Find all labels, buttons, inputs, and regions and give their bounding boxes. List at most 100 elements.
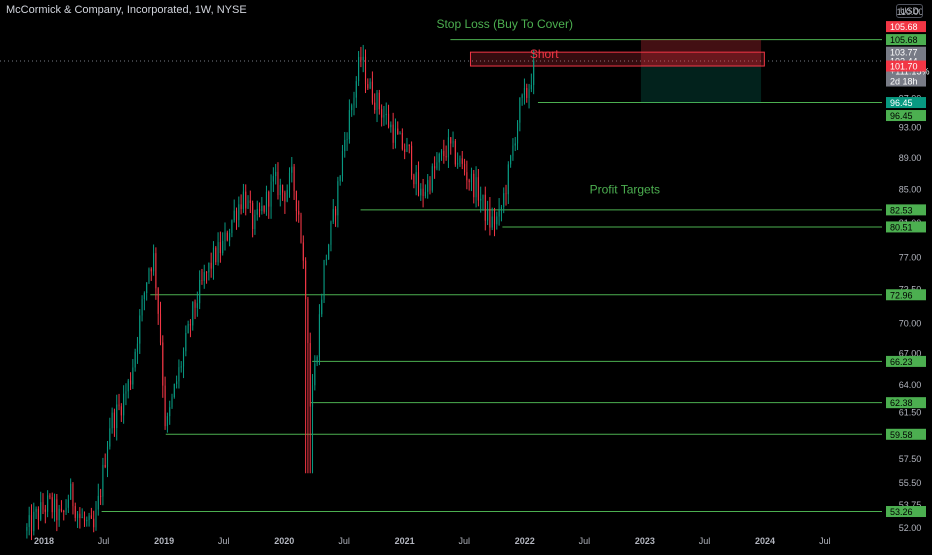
candle-body[interactable] bbox=[79, 513, 81, 518]
candle-body[interactable] bbox=[240, 204, 242, 209]
candle-body[interactable] bbox=[461, 158, 463, 164]
candle-body[interactable] bbox=[169, 407, 171, 417]
candle-body[interactable] bbox=[434, 166, 436, 169]
candle-body[interactable] bbox=[512, 145, 514, 156]
candle-body[interactable] bbox=[438, 153, 440, 163]
candle-body[interactable] bbox=[473, 173, 475, 198]
candle-body[interactable] bbox=[203, 272, 205, 282]
candle-body[interactable] bbox=[60, 508, 62, 511]
candle-body[interactable] bbox=[129, 380, 132, 385]
candle-body[interactable] bbox=[411, 145, 413, 176]
candle-body[interactable] bbox=[507, 164, 509, 195]
candle-body[interactable] bbox=[291, 166, 293, 173]
chart-annotation[interactable]: Profit Targets bbox=[590, 183, 660, 197]
candle-body[interactable] bbox=[415, 172, 417, 185]
candle-body[interactable] bbox=[189, 324, 191, 326]
candle-body[interactable] bbox=[70, 483, 72, 500]
candle-body[interactable] bbox=[353, 97, 355, 106]
candle-body[interactable] bbox=[457, 163, 459, 165]
candle-body[interactable] bbox=[323, 260, 325, 300]
candle-body[interactable] bbox=[180, 366, 182, 368]
candle-body[interactable] bbox=[321, 299, 323, 315]
candle-body[interactable] bbox=[528, 89, 530, 98]
candle-body[interactable] bbox=[153, 253, 155, 272]
candle-body[interactable] bbox=[210, 262, 212, 269]
candle-body[interactable] bbox=[293, 166, 295, 191]
candle-body[interactable] bbox=[503, 193, 505, 207]
candle-body[interactable] bbox=[307, 299, 309, 344]
candle-body[interactable] bbox=[362, 56, 364, 61]
candle-body[interactable] bbox=[505, 193, 507, 195]
candle-body[interactable] bbox=[378, 92, 380, 110]
candle-body[interactable] bbox=[33, 511, 35, 532]
candle-body[interactable] bbox=[199, 279, 201, 304]
candle-body[interactable] bbox=[519, 97, 521, 123]
candle-body[interactable] bbox=[106, 446, 109, 468]
candle-body[interactable] bbox=[328, 244, 330, 260]
candle-body[interactable] bbox=[238, 204, 240, 221]
candle-body[interactable] bbox=[394, 128, 397, 143]
candle-body[interactable] bbox=[194, 301, 196, 308]
position-reward-zone[interactable] bbox=[640, 66, 762, 103]
candle-body[interactable] bbox=[127, 380, 129, 392]
candle-body[interactable] bbox=[111, 412, 113, 429]
candle-body[interactable] bbox=[83, 516, 86, 521]
candle-body[interactable] bbox=[390, 124, 392, 128]
position-risk-zone[interactable] bbox=[640, 39, 762, 67]
candle-body[interactable] bbox=[206, 272, 208, 274]
candle-body[interactable] bbox=[247, 200, 249, 209]
candle-body[interactable] bbox=[157, 288, 159, 314]
candle-body[interactable] bbox=[77, 513, 79, 518]
candle-body[interactable] bbox=[427, 180, 429, 192]
candle-body[interactable] bbox=[40, 502, 42, 520]
candle-body[interactable] bbox=[192, 301, 194, 326]
candle-body[interactable] bbox=[56, 499, 58, 521]
candle-body[interactable] bbox=[464, 163, 466, 173]
candle-body[interactable] bbox=[496, 216, 498, 225]
candle-body[interactable] bbox=[178, 367, 180, 382]
candle-body[interactable] bbox=[176, 381, 178, 384]
candle-body[interactable] bbox=[113, 412, 115, 429]
candle-body[interactable] bbox=[150, 268, 152, 272]
candle-body[interactable] bbox=[314, 363, 316, 386]
candle-body[interactable] bbox=[360, 57, 362, 61]
candle-body[interactable] bbox=[201, 279, 203, 282]
candle-body[interactable] bbox=[422, 188, 424, 197]
candle-body[interactable] bbox=[487, 208, 489, 221]
candle-body[interactable] bbox=[120, 406, 122, 416]
candle-body[interactable] bbox=[450, 137, 452, 144]
candle-body[interactable] bbox=[339, 176, 341, 182]
candle-body[interactable] bbox=[125, 391, 127, 394]
candle-body[interactable] bbox=[44, 509, 46, 512]
candle-body[interactable] bbox=[148, 268, 150, 283]
candle-body[interactable] bbox=[47, 495, 49, 512]
candle-body[interactable] bbox=[383, 115, 385, 118]
candle-body[interactable] bbox=[330, 221, 332, 245]
candle-body[interactable] bbox=[270, 181, 272, 207]
candle-body[interactable] bbox=[265, 191, 268, 212]
candle-body[interactable] bbox=[399, 133, 401, 135]
candle-body[interactable] bbox=[187, 324, 189, 334]
candle-body[interactable] bbox=[37, 508, 39, 520]
candle-body[interactable] bbox=[268, 191, 270, 207]
candle-body[interactable] bbox=[408, 144, 410, 146]
candle-body[interactable] bbox=[300, 214, 302, 243]
chart-annotation[interactable]: Short bbox=[530, 47, 559, 61]
candle-body[interactable] bbox=[302, 242, 304, 261]
candle-body[interactable] bbox=[42, 502, 44, 510]
candle-body[interactable] bbox=[254, 214, 256, 230]
candle-body[interactable] bbox=[385, 113, 387, 116]
candle-body[interactable] bbox=[263, 205, 265, 212]
candle-body[interactable] bbox=[348, 110, 350, 140]
candle-body[interactable] bbox=[440, 150, 443, 154]
candle-body[interactable] bbox=[146, 282, 148, 293]
candle-body[interactable] bbox=[166, 416, 168, 427]
candle-body[interactable] bbox=[215, 247, 217, 263]
candle-body[interactable] bbox=[376, 92, 378, 111]
candle-body[interactable] bbox=[256, 208, 258, 215]
candle-body[interactable] bbox=[351, 105, 353, 111]
candle-body[interactable] bbox=[123, 393, 125, 416]
candle-body[interactable] bbox=[212, 247, 215, 269]
